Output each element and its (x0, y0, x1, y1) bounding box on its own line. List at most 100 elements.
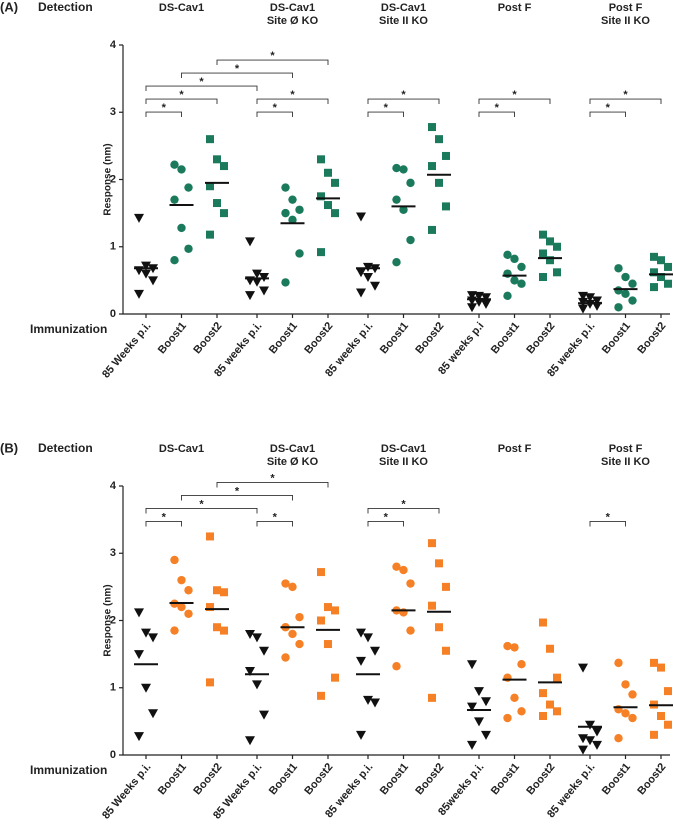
row-label: Detection (38, 0, 93, 14)
point (245, 666, 255, 676)
point (213, 623, 221, 632)
point (650, 283, 658, 292)
group-title: Site Ø KO (267, 15, 319, 27)
significance-label: * (273, 102, 278, 114)
point (578, 304, 588, 314)
point (435, 623, 443, 632)
significance-label: * (199, 498, 204, 510)
point (317, 248, 325, 257)
point (503, 641, 512, 651)
group-title: Site II KO (379, 15, 428, 27)
significance-label: * (162, 102, 167, 114)
point (281, 579, 290, 588)
significance-label: * (606, 511, 611, 523)
point (481, 293, 491, 303)
point (510, 693, 519, 703)
point (539, 711, 547, 720)
point (578, 291, 588, 301)
point (664, 262, 672, 271)
y-tick-label: 0 (110, 308, 116, 320)
y-tick-label: 3 (110, 547, 116, 559)
point (134, 608, 144, 618)
point (170, 256, 179, 265)
point (406, 579, 415, 588)
significance-label: * (401, 498, 406, 510)
point (317, 568, 325, 577)
point (621, 272, 630, 282)
significance-bracket (589, 98, 662, 105)
point (324, 168, 332, 177)
point (184, 183, 193, 192)
y-tick-label: 4 (110, 39, 117, 51)
point (517, 660, 526, 669)
point (317, 192, 325, 201)
point (442, 151, 450, 160)
group-title: Site II KO (601, 456, 650, 468)
significance-bracket (181, 72, 293, 79)
y-axis-title: Response (nm) (103, 584, 114, 656)
point (170, 160, 179, 169)
point (392, 195, 401, 204)
point (628, 713, 637, 723)
group-title: DS-Cav1 (159, 443, 204, 455)
point (628, 690, 637, 699)
point (363, 695, 373, 705)
x-tick-label: Boost2 (635, 320, 668, 356)
point (245, 291, 255, 301)
point (510, 276, 519, 285)
point (503, 291, 512, 301)
point (141, 628, 151, 638)
point (281, 183, 290, 192)
y-tick-label: 1 (110, 682, 116, 694)
point (331, 606, 339, 615)
point (553, 242, 561, 251)
significance-bracket (367, 111, 404, 118)
point (428, 539, 436, 548)
point (481, 730, 491, 740)
point (370, 646, 380, 656)
panel-label: (A) (0, 0, 18, 14)
point (148, 709, 158, 719)
group-title: Post F (609, 2, 643, 14)
point (539, 230, 547, 239)
point (650, 252, 658, 261)
group-title: Post F (498, 443, 532, 455)
point (220, 626, 228, 635)
x-axis-title: Immunization (30, 763, 107, 777)
point (510, 254, 519, 264)
point (428, 162, 436, 171)
point (141, 269, 151, 279)
group-title: Post F (609, 443, 643, 455)
point (281, 208, 290, 218)
point (317, 155, 325, 164)
point (539, 618, 547, 627)
point (331, 209, 339, 218)
significance-label: * (235, 63, 240, 75)
group-title: DS-Cav1 (381, 2, 426, 14)
point (288, 215, 297, 225)
point (546, 237, 554, 246)
point (539, 689, 547, 698)
point (467, 740, 477, 750)
point (370, 698, 380, 708)
point (553, 673, 561, 682)
significance-label: * (512, 89, 517, 101)
point (428, 693, 436, 702)
significance-bracket (216, 59, 329, 66)
point (428, 123, 436, 132)
point (295, 639, 304, 649)
group-title: Post F (498, 2, 532, 14)
x-tick-label: Boost1 (378, 761, 411, 797)
point (356, 656, 366, 666)
point (592, 296, 602, 306)
point (578, 663, 588, 673)
point (474, 291, 484, 301)
point (539, 249, 547, 258)
point (317, 691, 325, 700)
point (259, 646, 269, 656)
significance-bracket (145, 111, 182, 118)
significance-label: * (179, 89, 184, 101)
significance-bracket (367, 520, 404, 527)
point (177, 602, 186, 612)
